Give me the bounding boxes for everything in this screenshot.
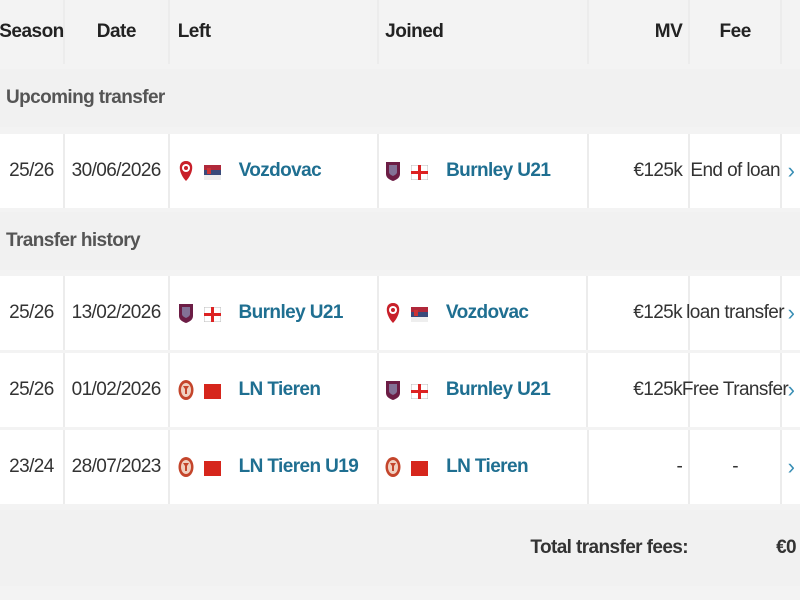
china-flag-icon — [203, 383, 221, 399]
date-cell: 30/06/2026 — [65, 134, 170, 208]
transfer-row: 25/26 30/06/2026 Vozdovac Burnley U21 €1… — [0, 134, 800, 208]
market-value-cell: - — [589, 430, 691, 504]
market-value-cell: €125k — [588, 276, 691, 350]
joined-club-cell: Vozdovac — [379, 276, 589, 350]
chevron-right-icon[interactable]: › — [787, 300, 795, 325]
joined-club-cell: Burnley U21 — [379, 134, 589, 208]
section-upcoming: Upcoming transfer — [0, 69, 800, 127]
burnley-crest-icon[interactable] — [178, 302, 194, 324]
club-link[interactable]: Vozdovac — [238, 160, 322, 181]
fee-cell: - — [690, 430, 783, 504]
market-value-cell: €125k — [589, 134, 691, 208]
tieren-crest-icon[interactable] — [178, 379, 194, 401]
club-link[interactable]: LN Tieren — [446, 456, 528, 477]
date-cell: 28/07/2023 — [65, 430, 170, 504]
left-club-cell: LN Tieren — [170, 353, 379, 427]
england-flag-icon — [410, 164, 429, 180]
transfer-row: 25/26 01/02/2026 LN Tieren Burnley U21 €… — [0, 353, 800, 427]
serbia-flag-icon — [410, 306, 428, 322]
season-cell: 25/26 — [0, 276, 65, 350]
tieren-crest-icon[interactable] — [385, 456, 401, 478]
club-link[interactable]: Burnley U21 — [446, 160, 551, 181]
club-link[interactable]: LN Tieren — [238, 379, 321, 400]
joined-club-cell: Burnley U21 — [379, 353, 589, 427]
header-fee: Fee — [690, 0, 783, 64]
header-left: Left — [170, 0, 380, 64]
china-flag-icon — [203, 460, 221, 476]
header-date: Date — [65, 0, 170, 64]
england-flag-icon — [410, 383, 429, 399]
left-club-cell: Burnley U21 — [170, 276, 379, 350]
china-flag-icon — [411, 460, 429, 476]
season-cell: 25/26 — [0, 353, 65, 427]
table-header: Season Date Left Joined MV Fee — [0, 0, 800, 64]
england-flag-icon — [203, 306, 222, 322]
date-cell: 01/02/2026 — [65, 353, 170, 427]
burnley-crest-icon[interactable] — [385, 379, 401, 401]
vozdovac-crest-icon[interactable] — [178, 160, 194, 182]
section-history: Transfer history — [0, 212, 800, 270]
transfer-row: 23/24 28/07/2023 LN Tieren U19 LN Tieren… — [0, 430, 800, 504]
date-cell: 13/02/2026 — [65, 276, 170, 350]
fee-cell: End of loan — [690, 134, 783, 208]
season-cell: 23/24 — [0, 430, 65, 504]
header-mv: MV — [589, 0, 691, 64]
transfer-row: 25/26 13/02/2026 Burnley U21 Vozdovac €1… — [0, 276, 800, 350]
total-fees-label: Total transfer fees: — [530, 537, 688, 558]
chevron-right-icon[interactable]: › — [787, 158, 795, 183]
chevron-right-icon[interactable]: › — [787, 454, 795, 479]
chevron-right-icon[interactable]: › — [787, 377, 795, 402]
club-link[interactable]: Burnley U21 — [238, 302, 344, 323]
fee-cell: Free Transfer — [682, 353, 789, 427]
vozdovac-crest-icon[interactable] — [385, 302, 401, 324]
market-value-cell: €125k — [588, 353, 691, 427]
total-fees-value: €0 — [776, 537, 797, 558]
club-link[interactable]: LN Tieren U19 — [238, 456, 359, 477]
header-season: Season — [0, 0, 65, 64]
serbia-flag-icon — [203, 164, 221, 180]
left-club-cell: Vozdovac — [170, 134, 380, 208]
tieren-crest-icon[interactable] — [178, 456, 194, 478]
table-footer: Total transfer fees: €0 — [0, 510, 800, 586]
season-cell: 25/26 — [0, 134, 65, 208]
left-club-cell: LN Tieren U19 — [170, 430, 380, 504]
joined-club-cell: LN Tieren — [379, 430, 589, 504]
header-joined: Joined — [379, 0, 589, 64]
burnley-crest-icon[interactable] — [385, 160, 401, 182]
club-link[interactable]: Burnley U21 — [445, 379, 551, 400]
fee-cell: loan transfer — [686, 276, 785, 350]
club-link[interactable]: Vozdovac — [445, 302, 529, 323]
